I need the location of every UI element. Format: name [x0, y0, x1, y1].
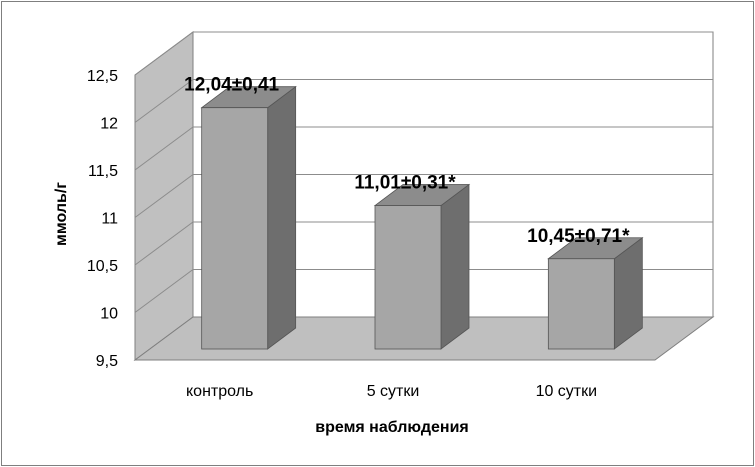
data-label: 12,04±0,41	[184, 75, 279, 96]
y-tick-label: 12	[100, 116, 118, 133]
x-tick-label: 10 сутки	[536, 383, 598, 400]
y-tick-label: 11	[101, 211, 118, 228]
gridline	[134, 126, 713, 171]
gridline	[134, 221, 713, 266]
gridline	[134, 174, 713, 218]
gridline	[134, 31, 713, 76]
y-tick-label: 11,5	[88, 163, 118, 180]
data-labels: 12,04±0,41 11,01±0,31* 10,45±0,71*	[184, 75, 630, 247]
bar-side	[440, 183, 470, 350]
data-label: 10,45±0,71*	[527, 226, 630, 247]
y-tick-label: 12,5	[87, 68, 118, 85]
bar-side	[267, 85, 297, 350]
x-axis-title: время наблюдения	[315, 419, 468, 436]
bar-front	[547, 258, 615, 350]
bar-front	[374, 205, 442, 350]
y-tick-labels: 9,5 10 10,5 11 11,5 12 12,5	[87, 68, 118, 370]
y-tick-label: 9,5	[96, 353, 118, 370]
gridlines	[134, 31, 713, 313]
x-tick-labels: контроль 5 сутки 10 сутки	[186, 383, 597, 400]
x-tick-label: 5 сутки	[367, 383, 420, 400]
bar	[373, 183, 471, 350]
y-axis-title: ммоль/г	[53, 182, 70, 246]
y-tick-label: 10,5	[87, 258, 118, 275]
bar	[547, 236, 644, 350]
bar	[200, 85, 297, 350]
bar-front	[201, 107, 269, 350]
gridline	[134, 269, 713, 313]
x-tick-label: контроль	[186, 383, 253, 400]
gridline	[134, 79, 713, 123]
bars	[200, 85, 644, 350]
data-label: 11,01±0,31*	[354, 173, 456, 194]
y-tick-label: 10	[100, 306, 118, 323]
